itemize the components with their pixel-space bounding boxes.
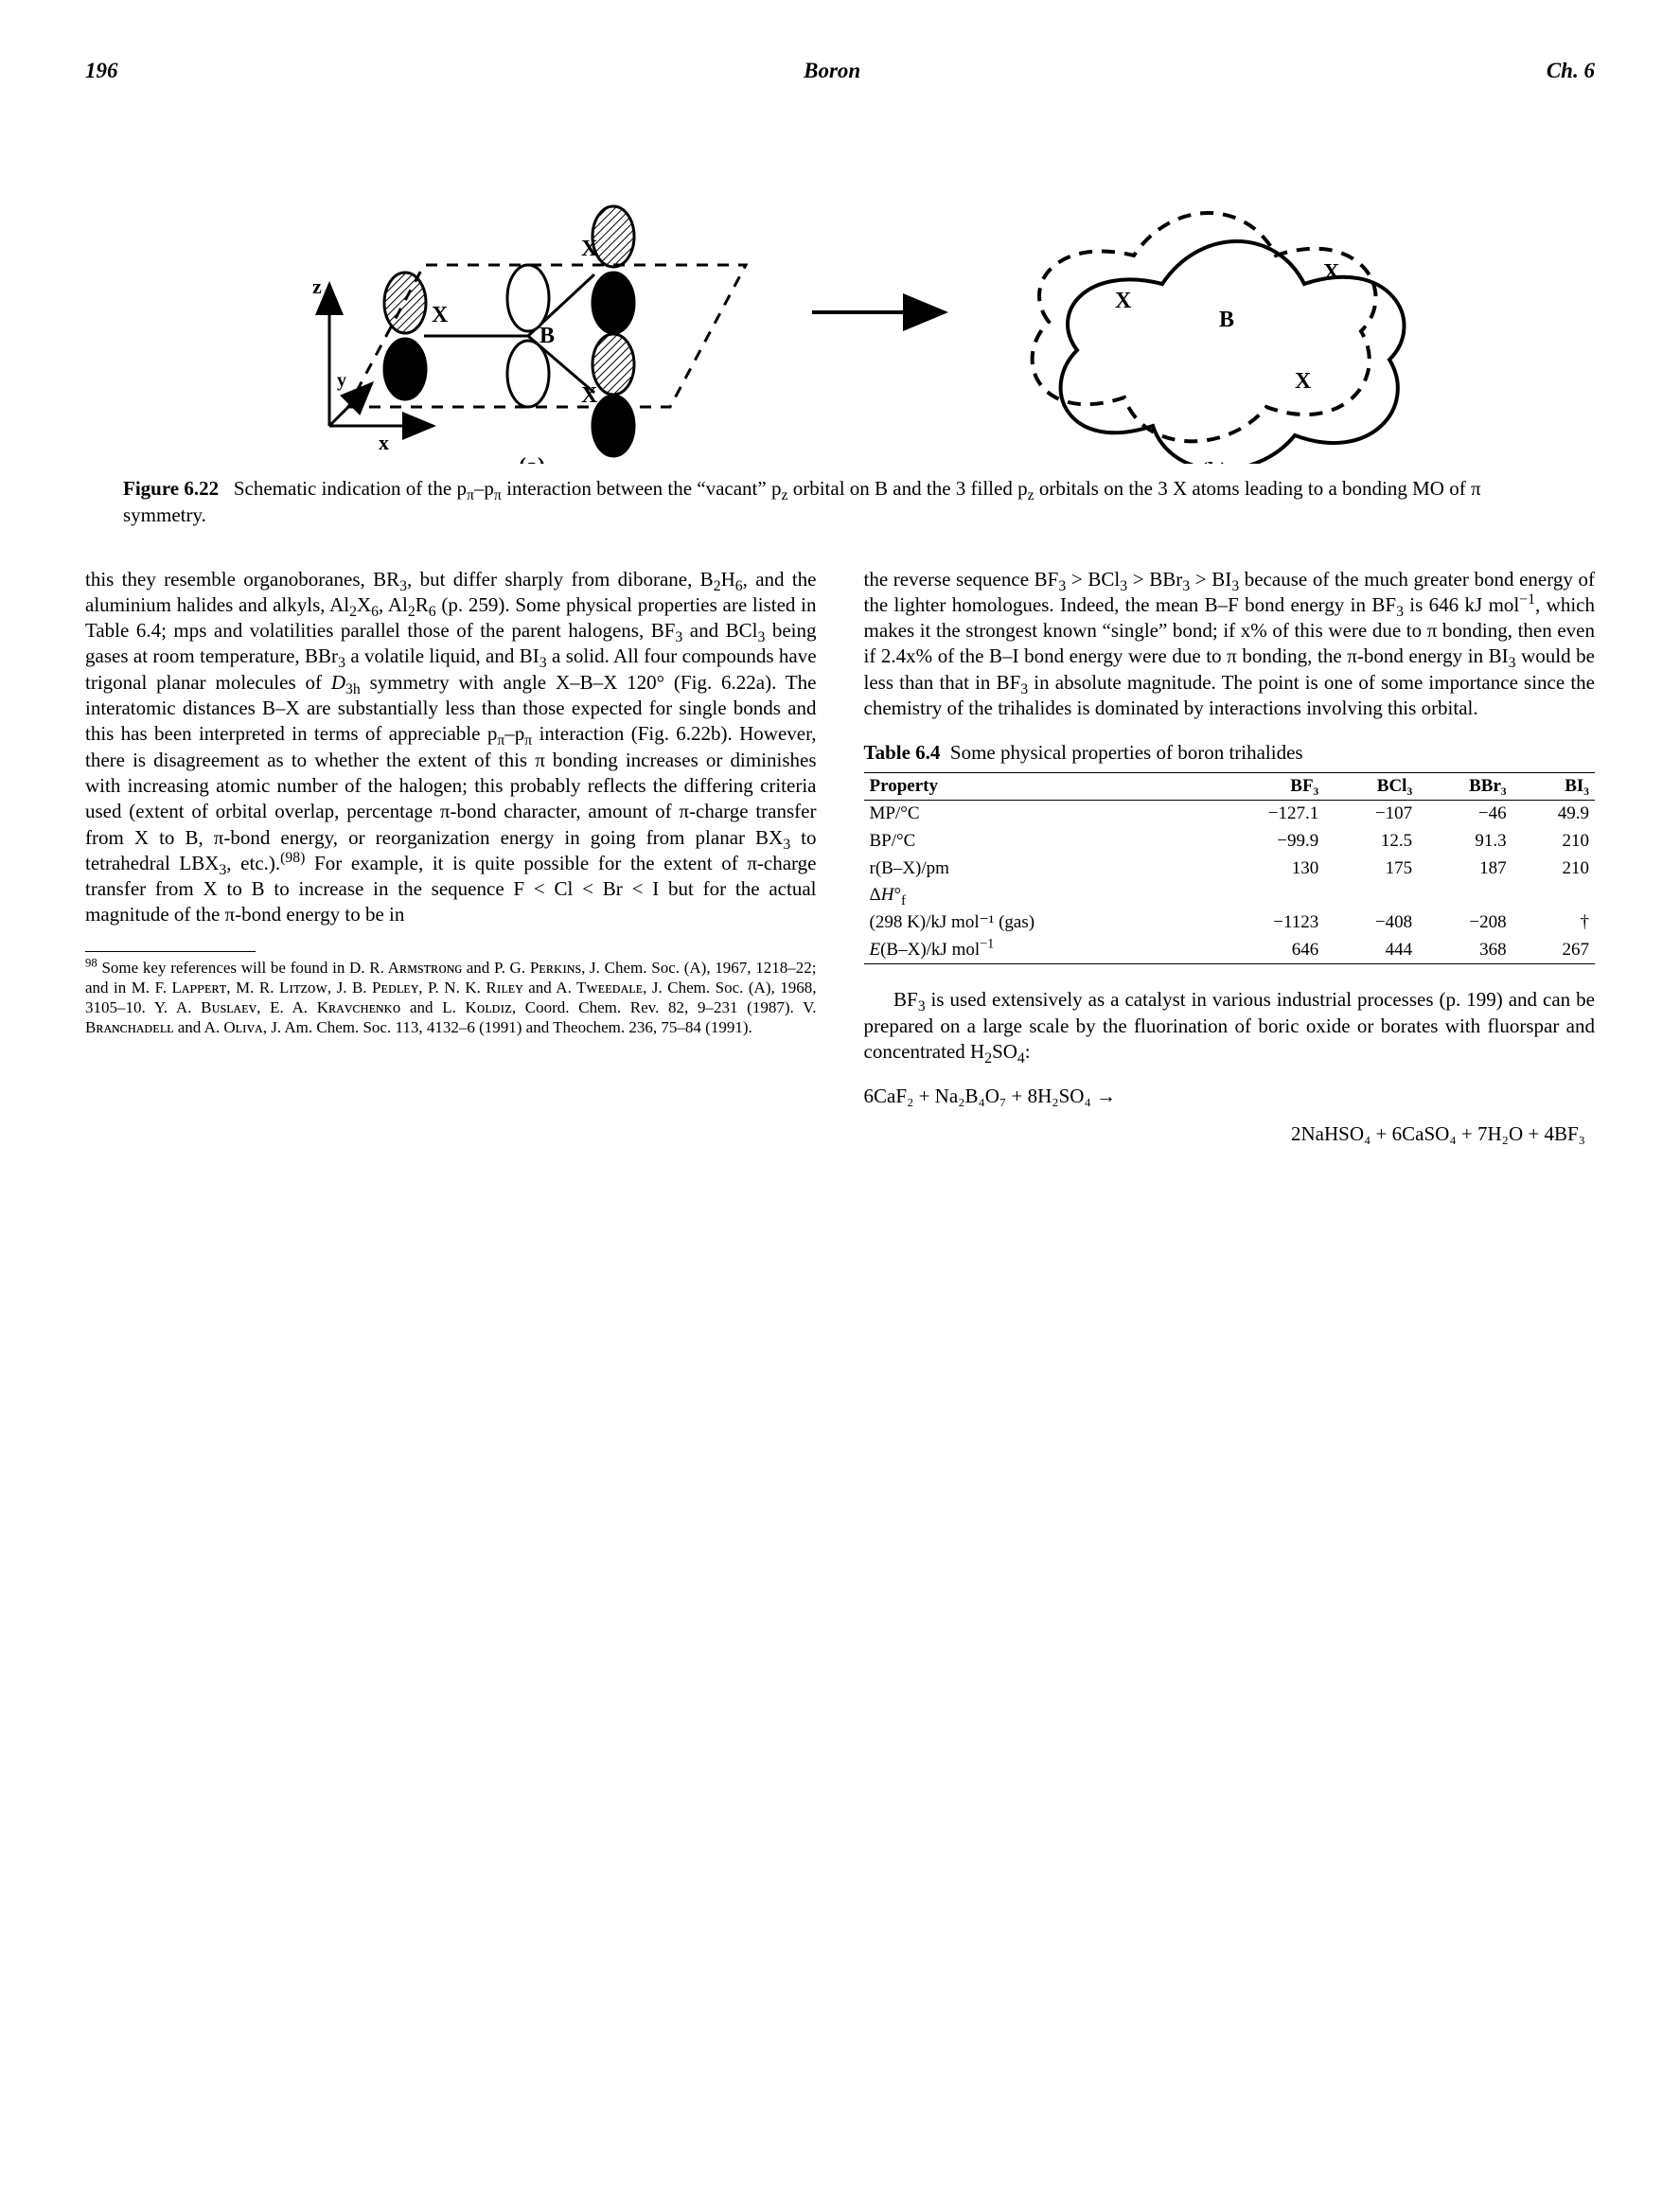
figure-6-22: z x y B X X X (a)	[85, 123, 1595, 529]
cell: −1123	[1205, 909, 1324, 937]
ref-98: (98)	[280, 850, 305, 866]
figure-caption: Figure 6.22 Schematic indication of the …	[123, 475, 1557, 529]
t: , etc.).	[226, 852, 280, 874]
page-number: 196	[85, 57, 118, 85]
cell: 187	[1418, 856, 1512, 883]
th-bbr3: BBr₃	[1418, 772, 1512, 801]
cell: r(B–X)/pm	[864, 856, 1205, 883]
mo-x-label-2: X	[1323, 260, 1340, 285]
subfig-b-label: (b)	[1200, 459, 1228, 464]
chapter-number: Ch. 6	[1547, 57, 1595, 85]
cell: −107	[1324, 801, 1418, 828]
t: is 646 kJ mol	[1404, 593, 1519, 616]
footnote-text: Some key references will be found in D. …	[85, 959, 817, 1037]
right-para-2: BF3 is used extensively as a catalyst in…	[864, 987, 1596, 1065]
cell: 368	[1418, 937, 1512, 964]
axis-x-label: x	[379, 431, 389, 454]
t: a volatile liquid, and BI	[345, 644, 539, 667]
cell: −208	[1418, 909, 1512, 937]
t: the reverse sequence BF	[864, 568, 1059, 591]
body-columns: this they resemble organoboranes, BR3, b…	[85, 567, 1595, 1155]
t: , Al	[379, 593, 408, 616]
figure-diagram: z x y B X X X (a)	[225, 123, 1456, 464]
cell: †	[1512, 909, 1595, 937]
left-column: this they resemble organoboranes, BR3, b…	[85, 567, 817, 1155]
cell: 12.5	[1324, 828, 1418, 856]
table-caption: Some physical properties of boron trihal…	[950, 741, 1303, 764]
cell: 175	[1324, 856, 1418, 883]
cell: ΔH°f	[864, 882, 1205, 909]
t: > BI	[1190, 568, 1231, 591]
equation-1: 6CaF₂ + Na₂B₄O₇ + 8H₂SO₄ → 2NaHSO₄ + 6Ca…	[864, 1078, 1596, 1154]
left-para-1: this they resemble organoboranes, BR3, b…	[85, 567, 817, 928]
mo-x-label-1: X	[1115, 289, 1132, 313]
cell: BP/°C	[864, 828, 1205, 856]
atom-x-label-3: X	[581, 383, 598, 408]
cell	[1324, 882, 1418, 909]
axis-y-label: y	[337, 370, 346, 391]
atom-x-label-1: X	[432, 303, 449, 327]
t: BF	[893, 988, 918, 1011]
t: , but differ sharply from diborane, B	[407, 568, 714, 591]
cell: −127.1	[1205, 801, 1324, 828]
th-bcl3: BCl₃	[1324, 772, 1418, 801]
cell	[1418, 882, 1512, 909]
mo-x-label-3: X	[1295, 369, 1312, 394]
cell: 130	[1205, 856, 1324, 883]
cell	[1512, 882, 1595, 909]
atom-x-label-2: X	[581, 237, 598, 261]
axis-z-label: z	[312, 274, 322, 298]
cell: 646	[1205, 937, 1324, 964]
t: D	[331, 671, 345, 694]
right-column: the reverse sequence BF3 > BCl3 > BBr3 >…	[864, 567, 1596, 1155]
th-bi3: BI₃	[1512, 772, 1595, 801]
table-6-4: Property BF₃ BCl₃ BBr₃ BI₃ MP/°C −127.1 …	[864, 772, 1596, 965]
atom-b-label: B	[539, 324, 555, 348]
t: this they resemble organoboranes, BR	[85, 568, 399, 591]
cell: 444	[1324, 937, 1418, 964]
t: :	[1025, 1040, 1031, 1063]
t: H	[721, 568, 735, 591]
th-property: Property	[864, 772, 1205, 801]
subfig-a-label: (a)	[519, 454, 545, 464]
cell: −408	[1324, 909, 1418, 937]
cell: 210	[1512, 828, 1595, 856]
running-header: 196 Boron Ch. 6	[85, 57, 1595, 85]
chapter-title: Boron	[804, 57, 860, 85]
cell: −46	[1418, 801, 1512, 828]
t: X	[357, 593, 371, 616]
th-bf3: BF₃	[1205, 772, 1324, 801]
t: SO	[992, 1040, 1017, 1063]
table-6-4-title: Table 6.4 Some physical properties of bo…	[864, 740, 1596, 766]
t: > BCl	[1066, 568, 1120, 591]
cell: E(B–X)/kJ mol−1	[864, 937, 1205, 964]
footnote-98: 98 Some key references will be found in …	[85, 958, 817, 1038]
t: is used extensively as a catalyst in var…	[864, 988, 1596, 1063]
cell	[1205, 882, 1324, 909]
right-para-1: the reverse sequence BF3 > BCl3 > BBr3 >…	[864, 567, 1596, 722]
mo-b-label: B	[1219, 308, 1234, 332]
t: R	[416, 593, 429, 616]
t: –p	[504, 722, 524, 745]
eq-line-1: 6CaF₂ + Na₂B₄O₇ + 8H₂SO₄ →	[864, 1078, 1596, 1116]
footnote-rule	[85, 951, 256, 952]
figure-label: Figure 6.22	[123, 477, 219, 500]
t: > BBr	[1127, 568, 1182, 591]
cell: MP/°C	[864, 801, 1205, 828]
cell: −99.9	[1205, 828, 1324, 856]
cell: 49.9	[1512, 801, 1595, 828]
cell: 91.3	[1418, 828, 1512, 856]
eq-line-2: 2NaHSO₄ + 6CaSO₄ + 7H₂O + 4BF₃	[864, 1116, 1586, 1154]
cell: 210	[1512, 856, 1595, 883]
table-label: Table 6.4	[864, 741, 941, 764]
footnote-num: 98	[85, 956, 97, 969]
cell: (298 K)/kJ mol⁻¹ (gas)	[864, 909, 1205, 937]
cell: 267	[1512, 937, 1595, 964]
t: and BCl	[682, 619, 757, 642]
